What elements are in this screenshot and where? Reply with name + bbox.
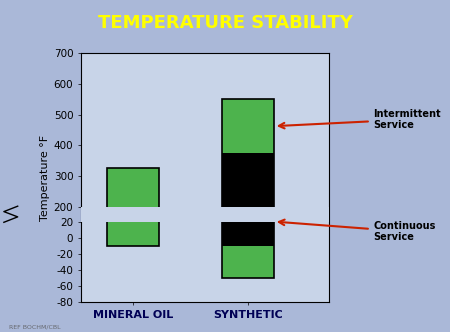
Text: Intermittent
Service: Intermittent Service [279, 109, 441, 130]
Text: REF BOCHM/CBL: REF BOCHM/CBL [9, 325, 61, 330]
Bar [222, 99, 274, 278]
Bar [107, 214, 159, 221]
Text: TEMPERATURE STABILITY: TEMPERATURE STABILITY [98, 14, 352, 32]
Bar [107, 168, 159, 246]
Bar [222, 99, 274, 153]
Bar [107, 168, 159, 214]
Bar [222, 246, 274, 278]
Text: Continuous
Service: Continuous Service [279, 219, 436, 242]
Bar [81, 207, 328, 221]
Y-axis label: Temperature °F: Temperature °F [40, 134, 50, 221]
Bar [107, 221, 159, 246]
Bar [222, 153, 274, 246]
